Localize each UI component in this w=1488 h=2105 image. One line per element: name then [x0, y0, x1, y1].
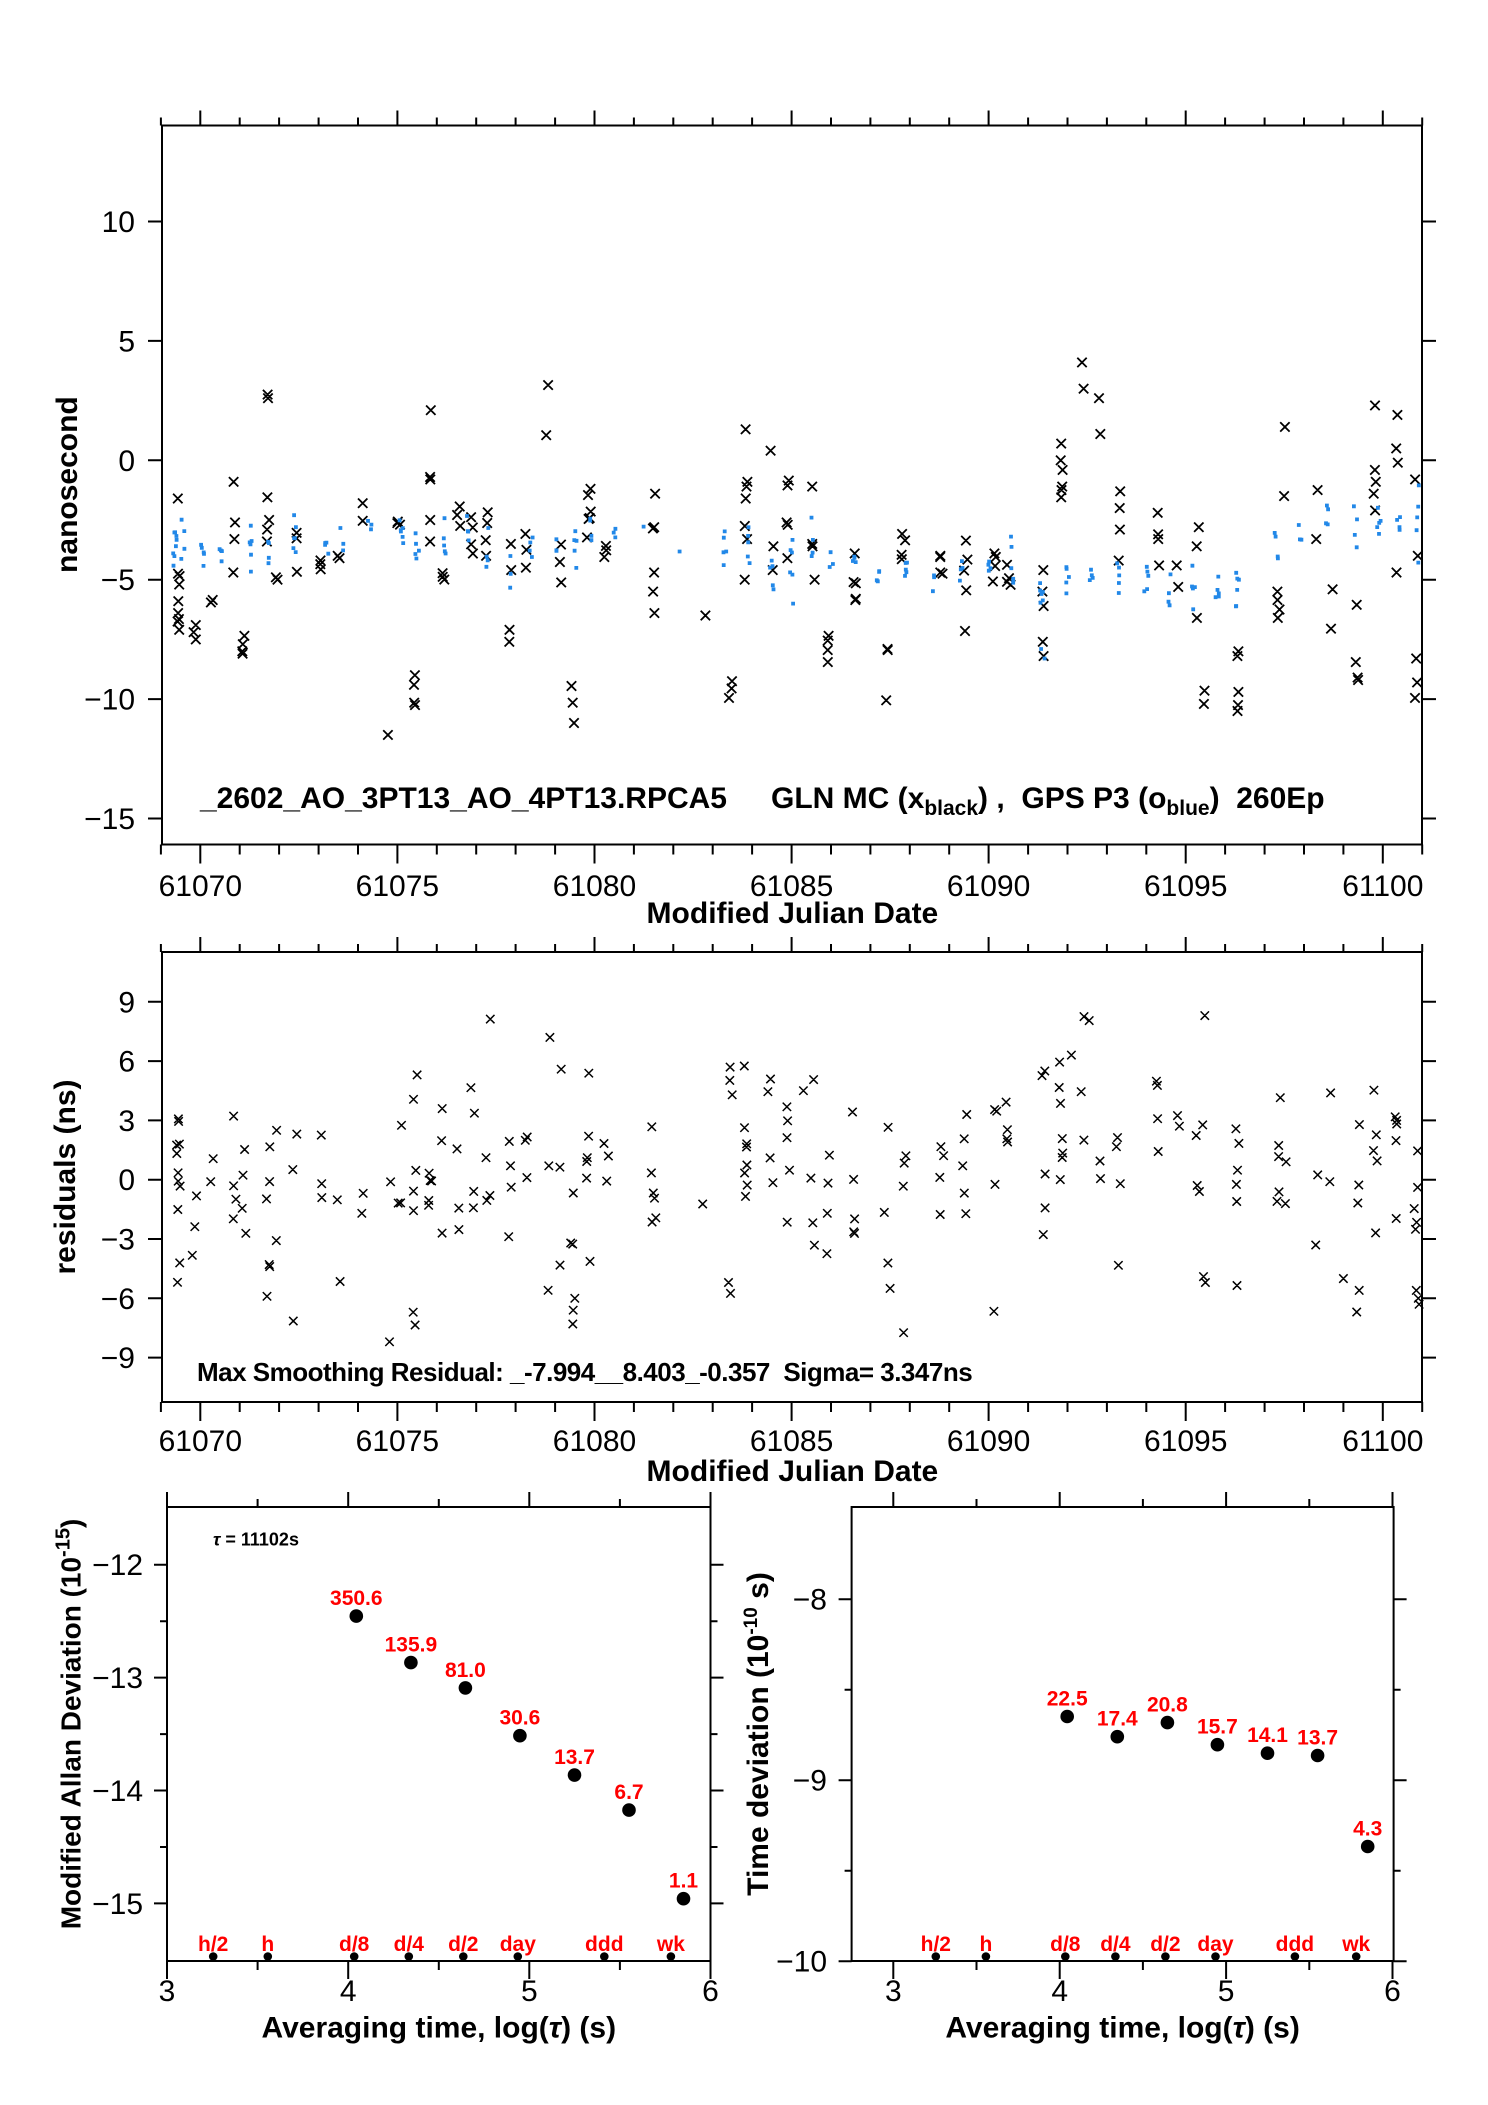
- svg-text:day: day: [500, 1933, 537, 1956]
- svg-text:15.7: 15.7: [1197, 1716, 1238, 1739]
- svg-text:4.3: 4.3: [1353, 1818, 1382, 1841]
- svg-text:61090: 61090: [947, 1425, 1030, 1458]
- svg-text:−10: −10: [84, 684, 135, 717]
- svg-text:GLN MC (xblack) , GPS P3 (obl: GLN MC (xblack) , GPS P3 (oblue) 260Ep: [771, 782, 1325, 820]
- svg-text:13.7: 13.7: [1297, 1727, 1338, 1750]
- svg-text:61085: 61085: [750, 1425, 833, 1458]
- svg-text:61070: 61070: [159, 1425, 242, 1458]
- svg-text:h/2: h/2: [921, 1933, 951, 1956]
- svg-text:day: day: [1197, 1933, 1234, 1956]
- svg-text:−8: −8: [793, 1584, 827, 1617]
- svg-text:3: 3: [159, 1975, 176, 2008]
- svg-text:1.1: 1.1: [669, 1870, 699, 1893]
- svg-text:6: 6: [118, 1046, 135, 1079]
- svg-text:10: 10: [102, 206, 135, 239]
- svg-text:3: 3: [118, 1105, 135, 1138]
- svg-text:9: 9: [118, 986, 135, 1019]
- svg-text:d/2: d/2: [448, 1933, 478, 1956]
- svg-text:61095: 61095: [1144, 870, 1227, 903]
- svg-text:d/8: d/8: [339, 1933, 370, 1956]
- svg-text:20.8: 20.8: [1147, 1694, 1188, 1717]
- svg-text:61070: 61070: [159, 870, 242, 903]
- svg-text:0: 0: [118, 445, 135, 478]
- svg-text:13.7: 13.7: [554, 1746, 595, 1769]
- svg-text:61095: 61095: [1144, 1425, 1227, 1458]
- svg-text:17.4: 17.4: [1097, 1708, 1138, 1731]
- svg-text:nanosecond: nanosecond: [51, 396, 84, 573]
- svg-text:−15: −15: [92, 1888, 143, 1921]
- svg-text:d/4: d/4: [1100, 1933, 1131, 1956]
- svg-text:61100: 61100: [1342, 1425, 1423, 1458]
- svg-text:61090: 61090: [947, 870, 1030, 903]
- svg-text:Averaging time, log(τ) (s): Averaging time, log(τ) (s): [262, 2011, 617, 2044]
- svg-text:residuals (ns): residuals (ns): [49, 1079, 82, 1274]
- svg-text:h/2: h/2: [198, 1933, 228, 1956]
- svg-text:61080: 61080: [553, 1425, 636, 1458]
- svg-text:Max Smoothing Residual: _-7.99: Max Smoothing Residual: _-7.994__8.403_-…: [197, 1357, 972, 1387]
- svg-text:81.0: 81.0: [445, 1659, 486, 1682]
- svg-text:h: h: [261, 1933, 274, 1956]
- svg-text:_2602_AO_3PT13_AO_4PT13.RPCA5: _2602_AO_3PT13_AO_4PT13.RPCA5: [199, 782, 727, 815]
- svg-text:−14: −14: [92, 1775, 143, 1808]
- svg-text:61075: 61075: [356, 1425, 439, 1458]
- svg-text:5: 5: [1218, 1975, 1235, 2008]
- svg-text:wk: wk: [656, 1933, 685, 1956]
- svg-text:−9: −9: [101, 1342, 135, 1375]
- svg-text:61080: 61080: [553, 870, 636, 903]
- svg-text:5: 5: [118, 325, 135, 358]
- svg-text:5: 5: [521, 1975, 538, 2008]
- svg-text:22.5: 22.5: [1047, 1688, 1088, 1711]
- svg-text:135.9: 135.9: [385, 1634, 438, 1657]
- svg-text:6.7: 6.7: [614, 1781, 643, 1804]
- svg-text:4: 4: [340, 1975, 357, 2008]
- svg-text:350.6: 350.6: [330, 1587, 383, 1610]
- svg-text:ddd: ddd: [585, 1933, 623, 1956]
- svg-text:61085: 61085: [750, 870, 833, 903]
- svg-text:−12: −12: [92, 1549, 143, 1582]
- svg-text:61100: 61100: [1342, 870, 1423, 903]
- svg-text:Modified Allan Deviation (10-1: Modified Allan Deviation (10-15): [53, 1519, 87, 1930]
- svg-text:−3: −3: [101, 1224, 135, 1257]
- svg-text:6: 6: [702, 1975, 719, 2008]
- svg-text:6: 6: [1384, 1975, 1401, 2008]
- svg-text:−6: −6: [101, 1283, 135, 1316]
- svg-text:14.1: 14.1: [1247, 1724, 1288, 1747]
- svg-text:0: 0: [118, 1164, 135, 1197]
- svg-text:61075: 61075: [356, 870, 439, 903]
- svg-text:4: 4: [1051, 1975, 1068, 2008]
- svg-text:ddd: ddd: [1276, 1933, 1314, 1956]
- svg-text:−5: −5: [101, 564, 135, 597]
- svg-text:3: 3: [885, 1975, 902, 2008]
- svg-text:−13: −13: [92, 1662, 143, 1695]
- svg-text:30.6: 30.6: [499, 1707, 540, 1730]
- svg-text:−10: −10: [776, 1946, 827, 1979]
- svg-text:τ = 11102s: τ = 11102s: [213, 1529, 299, 1549]
- svg-text:h: h: [979, 1933, 992, 1956]
- svg-text:−9: −9: [793, 1765, 827, 1798]
- svg-text:−15: −15: [84, 803, 135, 836]
- svg-text:d/4: d/4: [394, 1933, 425, 1956]
- svg-text:Modified Julian Date: Modified Julian Date: [647, 1455, 939, 1488]
- svg-text:d/8: d/8: [1050, 1933, 1081, 1956]
- svg-text:Averaging time, log(τ) (s): Averaging time, log(τ) (s): [945, 2011, 1300, 2044]
- svg-text:wk: wk: [1341, 1933, 1370, 1956]
- svg-text:d/2: d/2: [1150, 1933, 1180, 1956]
- svg-text:Modified Julian Date: Modified Julian Date: [647, 897, 939, 930]
